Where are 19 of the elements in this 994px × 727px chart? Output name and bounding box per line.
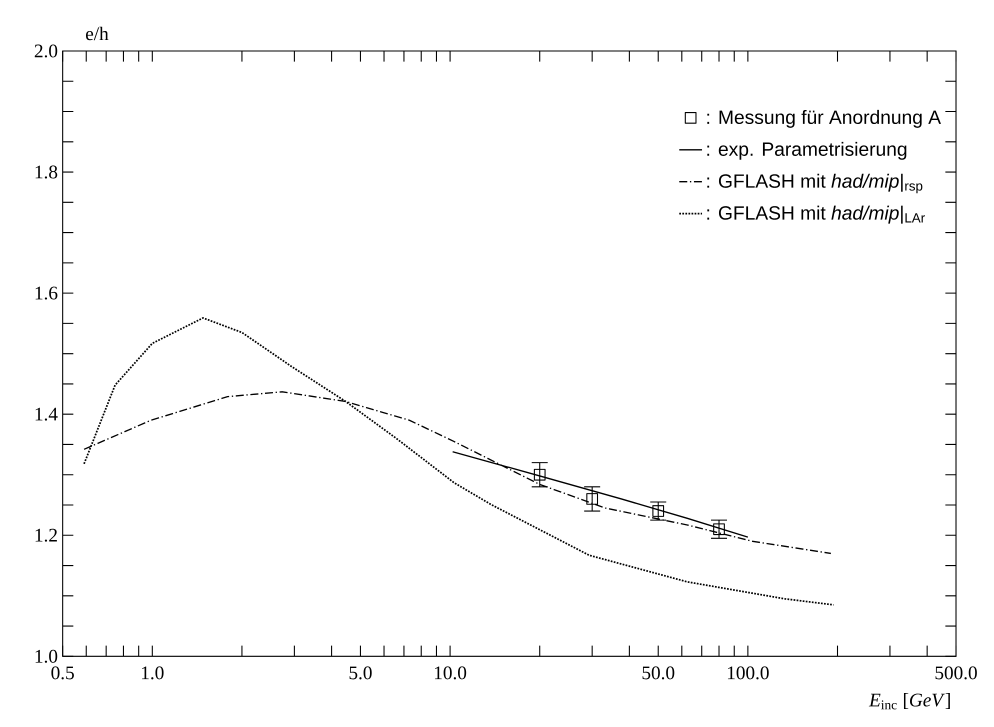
x-tick-label: 1.0 [142,666,164,680]
x-tick-label: 500.0 [936,666,977,680]
x-tick-label: 100.0 [728,666,769,680]
y-tick-label: 1.0 [36,650,58,663]
legend-label: : GFLASH mit had/mip|$_{LAr}$ [707,206,925,224]
y-tick-label: 1.8 [36,166,58,179]
legend-label: : Messung für Anordnung A [707,110,941,128]
x-tick-label: 5.0 [350,666,372,680]
y-tick-label: 1.4 [36,408,58,421]
legend-label: : exp. Parametrisierung [707,142,906,160]
y-tick-label: 2.0 [34,44,58,58]
legend-label: : GFLASH mit had/mip|$_{rsp}$ [707,174,922,194]
y-tick-label: 1.6 [36,286,58,300]
y-axis-title: e/h [86,26,108,40]
x-tick-label: 10.0 [434,666,466,680]
y-tick-label: 1.2 [36,528,57,542]
x-tick-label: 0.5 [51,666,74,680]
x-axis-title: E$_{inc}$ [GeV] [868,693,950,710]
x-tick-label: 50.0 [642,666,674,680]
